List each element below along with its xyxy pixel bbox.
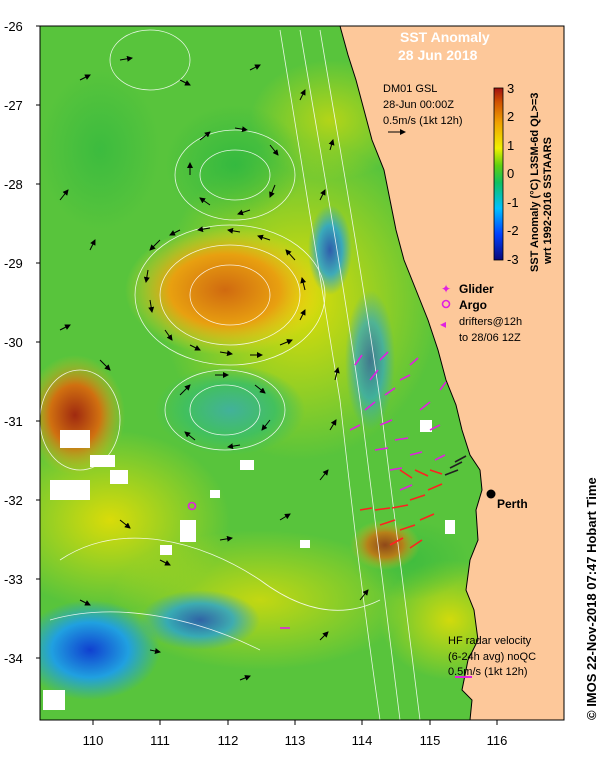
- legend-glider: Glider: [459, 282, 494, 296]
- map-date: 28 Jun 2018: [398, 47, 478, 63]
- hf-radar-avg: (6-24h avg) noQC: [448, 651, 536, 663]
- lon-axis: 110 111 112 113 114 115 116: [83, 720, 508, 748]
- lat-tick-label: -28: [4, 177, 23, 192]
- lat-tick-label: -27: [4, 98, 23, 113]
- colorbar-tick: 2: [507, 109, 514, 124]
- lon-tick-label: 115: [420, 733, 441, 748]
- hf-radar-label: HF radar velocity: [448, 635, 532, 647]
- drifter-icon: ◂: [440, 317, 446, 331]
- lon-tick-label: 110: [83, 733, 104, 748]
- legend-argo: Argo: [459, 298, 487, 312]
- cloud-mask: [43, 420, 455, 710]
- lat-axis: -26 -27 -28 -29 -30 -31 -32 -33 -34: [4, 19, 40, 666]
- lat-tick-label: -33: [4, 572, 23, 587]
- model-time: 28-Jun 00:00Z: [383, 99, 454, 111]
- contour-lines: [40, 29, 421, 720]
- lat-tick-label: -34: [4, 651, 23, 666]
- perth-marker: [486, 489, 496, 499]
- colorbar-tick: 0: [507, 166, 514, 181]
- colorbar: 3 2 1 0 -1 -2 -3 SST Anomaly (°C) L3SM-6…: [493, 81, 554, 272]
- lat-tick-label: -32: [4, 493, 23, 508]
- legend: ✦ Glider Argo ◂ drifters@12h to 28/06 12…: [440, 282, 522, 344]
- lat-tick-label: -30: [4, 335, 23, 350]
- lon-tick-label: 113: [285, 733, 306, 748]
- colorbar-label: SST Anomaly (°C) L3SM-6d QL>=3: [529, 93, 541, 272]
- lat-tick-label: -29: [4, 256, 23, 271]
- argo-icon: [441, 299, 451, 309]
- city-label-perth: Perth: [497, 497, 528, 511]
- lon-tick-label: 114: [352, 733, 373, 748]
- model-label: DM01 GSL: [383, 83, 437, 95]
- land-mass: [339, 26, 564, 720]
- colorbar-bar: [493, 87, 504, 261]
- colorbar-label-ref: wrt 1992-2016 SSTAARS: [542, 137, 554, 265]
- sst-field: [40, 26, 564, 720]
- scale-label: 0.5m/s (1kt 12h): [383, 115, 462, 127]
- colorbar-tick: 1: [507, 138, 514, 153]
- lon-tick-label: 112: [218, 733, 239, 748]
- current-arrows: [59, 55, 369, 681]
- legend-drifters-time: to 28/06 12Z: [459, 332, 521, 344]
- argo-float-marker: [187, 501, 197, 511]
- lat-tick-label: -26: [4, 19, 23, 34]
- lon-tick-label: 116: [487, 733, 508, 748]
- map-title: SST Anomaly: [400, 29, 490, 45]
- colorbar-tick: -2: [507, 223, 519, 238]
- lon-tick-label: 111: [150, 733, 170, 748]
- plot-frame: [39, 25, 565, 721]
- copyright: © IMOS 22-Nov-2018 07:47 Hobart Time: [584, 477, 599, 720]
- lat-tick-label: -31: [4, 414, 23, 429]
- glider-icon: ✦: [441, 282, 451, 296]
- legend-drifters: drifters@12h: [459, 316, 522, 328]
- colorbar-tick: 3: [507, 81, 514, 96]
- hf-radar-vectors: [280, 351, 467, 629]
- colorbar-tick: -3: [507, 252, 519, 267]
- hf-radar-scale: 0.5m/s (1kt 12h): [448, 666, 527, 678]
- colorbar-tick: -1: [507, 195, 519, 210]
